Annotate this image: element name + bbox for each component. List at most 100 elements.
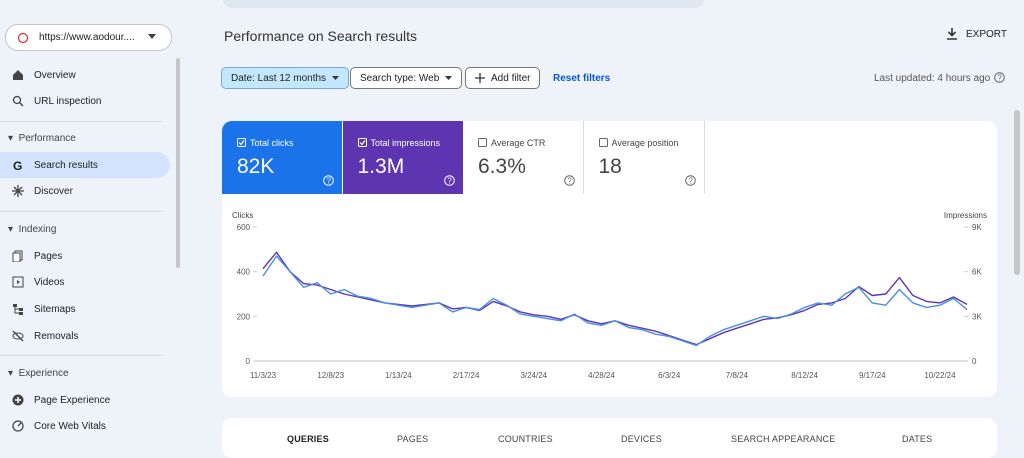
svg-text:G: G bbox=[13, 159, 22, 171]
x-tick-label: 1/13/24 bbox=[385, 371, 412, 380]
checkbox[interactable] bbox=[598, 138, 608, 147]
y-tick-label: 200 bbox=[237, 312, 251, 321]
date-chip[interactable]: Date: Last 12 months bbox=[221, 67, 349, 89]
x-tick-label: 2/17/24 bbox=[453, 371, 480, 380]
nav-item[interactable]: Pages bbox=[0, 243, 170, 269]
y2-tick-label: 9K bbox=[972, 223, 982, 232]
metric-tile[interactable]: Total impressions 1.3M? bbox=[342, 121, 463, 194]
tab[interactable]: PAGES bbox=[397, 434, 429, 444]
search-type-chip[interactable]: Search type: Web bbox=[350, 67, 462, 89]
section-header[interactable]: ▾ Indexing bbox=[8, 224, 57, 235]
x-tick-label: 9/17/24 bbox=[859, 371, 886, 380]
page-title: Performance on Search results bbox=[224, 28, 417, 44]
y2-axis-title: Impressions bbox=[944, 211, 987, 220]
icon bbox=[12, 420, 24, 432]
divider bbox=[0, 121, 162, 122]
svg-text:?: ? bbox=[688, 176, 693, 185]
tab[interactable]: SEARCH APPEARANCE bbox=[731, 434, 836, 444]
tab[interactable]: DEVICES bbox=[621, 434, 662, 444]
nav-label: Sitemaps bbox=[34, 303, 76, 315]
help-icon[interactable]: ? bbox=[994, 72, 1005, 83]
metric-value: 82K bbox=[237, 155, 275, 178]
property-url: https://www.aodour.... bbox=[39, 32, 135, 43]
nav-label: URL inspection bbox=[34, 95, 102, 107]
export-button[interactable]: EXPORT bbox=[946, 28, 1007, 40]
y2-tick-label: 6K bbox=[972, 268, 982, 277]
nav-item[interactable]: Sitemaps bbox=[0, 296, 170, 322]
nav-label: Page Experience bbox=[34, 394, 111, 406]
y-tick-label: 400 bbox=[237, 268, 251, 277]
tab[interactable]: DATES bbox=[902, 434, 933, 444]
y2-tick-label: 0 bbox=[972, 357, 977, 366]
metric-label: Average CTR bbox=[491, 138, 546, 148]
nav-label: Removals bbox=[34, 330, 79, 342]
help-icon[interactable]: ? bbox=[564, 175, 575, 186]
nav-item[interactable]: URL inspection bbox=[0, 88, 170, 114]
metric-value: 18 bbox=[598, 155, 622, 178]
chip-label: Add filter bbox=[491, 72, 531, 84]
metric-tile[interactable]: Average position 18? bbox=[583, 121, 705, 194]
checkbox[interactable] bbox=[357, 138, 367, 147]
dropdown-arrow bbox=[444, 75, 452, 80]
nav-label: Search results bbox=[34, 159, 98, 171]
x-tick-label: 7/8/24 bbox=[726, 371, 749, 380]
nav-item[interactable]: Core Web Vitals bbox=[0, 413, 170, 439]
nav-item[interactable]: Discover bbox=[0, 178, 170, 204]
y-tick-label: 600 bbox=[237, 223, 251, 232]
metric-label: Average position bbox=[611, 138, 679, 148]
x-tick-label: 6/3/24 bbox=[658, 371, 681, 380]
dropdown-arrow bbox=[148, 34, 156, 39]
nav-item[interactable]: Overview bbox=[0, 62, 170, 88]
chart: Clicks Impressions 0 200 400 600 0 3K 6K 9K 11/3/2… bbox=[232, 211, 987, 380]
metric-tile[interactable]: Total clicks 82K? bbox=[222, 121, 342, 194]
metric-label: Total clicks bbox=[250, 138, 294, 148]
plus-icon bbox=[475, 73, 485, 83]
nav-label: Overview bbox=[34, 69, 76, 81]
sidebar-scrollbar[interactable] bbox=[176, 58, 180, 268]
section-header[interactable]: ▾ Experience bbox=[8, 368, 69, 379]
checkbox[interactable] bbox=[478, 138, 487, 147]
nav-item[interactable]: Videos bbox=[0, 269, 170, 295]
x-tick-label: 4/28/24 bbox=[588, 371, 615, 380]
x-tick-label: 11/3/23 bbox=[250, 371, 277, 380]
section-title: Indexing bbox=[18, 224, 57, 235]
metric-tile[interactable]: Average CTR 6.3%? bbox=[463, 121, 584, 194]
icon bbox=[13, 304, 23, 315]
chip-label: Search type: Web bbox=[360, 72, 440, 84]
page-scrollbar[interactable] bbox=[1014, 110, 1020, 275]
divider bbox=[0, 211, 162, 212]
metric-label: Total impressions bbox=[370, 138, 441, 148]
last-updated: Last updated: 4 hours ago bbox=[874, 73, 991, 84]
nav-label: Videos bbox=[34, 276, 65, 288]
help-icon[interactable]: ? bbox=[323, 175, 334, 186]
reset-filters[interactable]: Reset filters bbox=[553, 73, 611, 84]
icon bbox=[12, 276, 24, 288]
metric-value: 1.3M bbox=[357, 155, 405, 178]
y-tick-label: 0 bbox=[246, 357, 251, 366]
property-selector[interactable]: https://www.aodour.... bbox=[5, 24, 172, 51]
section-header[interactable]: ▾ Performance bbox=[8, 133, 76, 144]
nav-item-selected[interactable]: G Search results bbox=[0, 152, 170, 178]
svg-text:?: ? bbox=[567, 176, 572, 185]
help-icon[interactable]: ? bbox=[684, 175, 696, 186]
x-tick-label: 10/22/24 bbox=[924, 371, 956, 380]
nav-item[interactable]: Removals bbox=[0, 323, 170, 349]
icon: G bbox=[13, 159, 22, 171]
search-bar[interactable] bbox=[222, 0, 705, 8]
section-title: Experience bbox=[18, 368, 69, 379]
checkbox[interactable] bbox=[237, 138, 246, 147]
help-icon[interactable]: ? bbox=[443, 175, 455, 186]
nav-item[interactable]: Page Experience bbox=[0, 387, 170, 413]
export-label: EXPORT bbox=[966, 28, 1007, 40]
tab[interactable]: COUNTRIES bbox=[498, 434, 553, 444]
nav-label: Discover bbox=[34, 185, 73, 197]
download-icon bbox=[947, 28, 957, 40]
svg-text:?: ? bbox=[997, 73, 1002, 82]
x-tick-label: 3/24/24 bbox=[520, 371, 547, 380]
add-filter-chip[interactable]: Add filter bbox=[465, 67, 541, 89]
section-title: Performance bbox=[18, 133, 76, 144]
icon bbox=[12, 95, 24, 107]
chip-label: Date: Last 12 months bbox=[231, 72, 327, 84]
tab-active[interactable]: QUERIES bbox=[287, 434, 329, 444]
